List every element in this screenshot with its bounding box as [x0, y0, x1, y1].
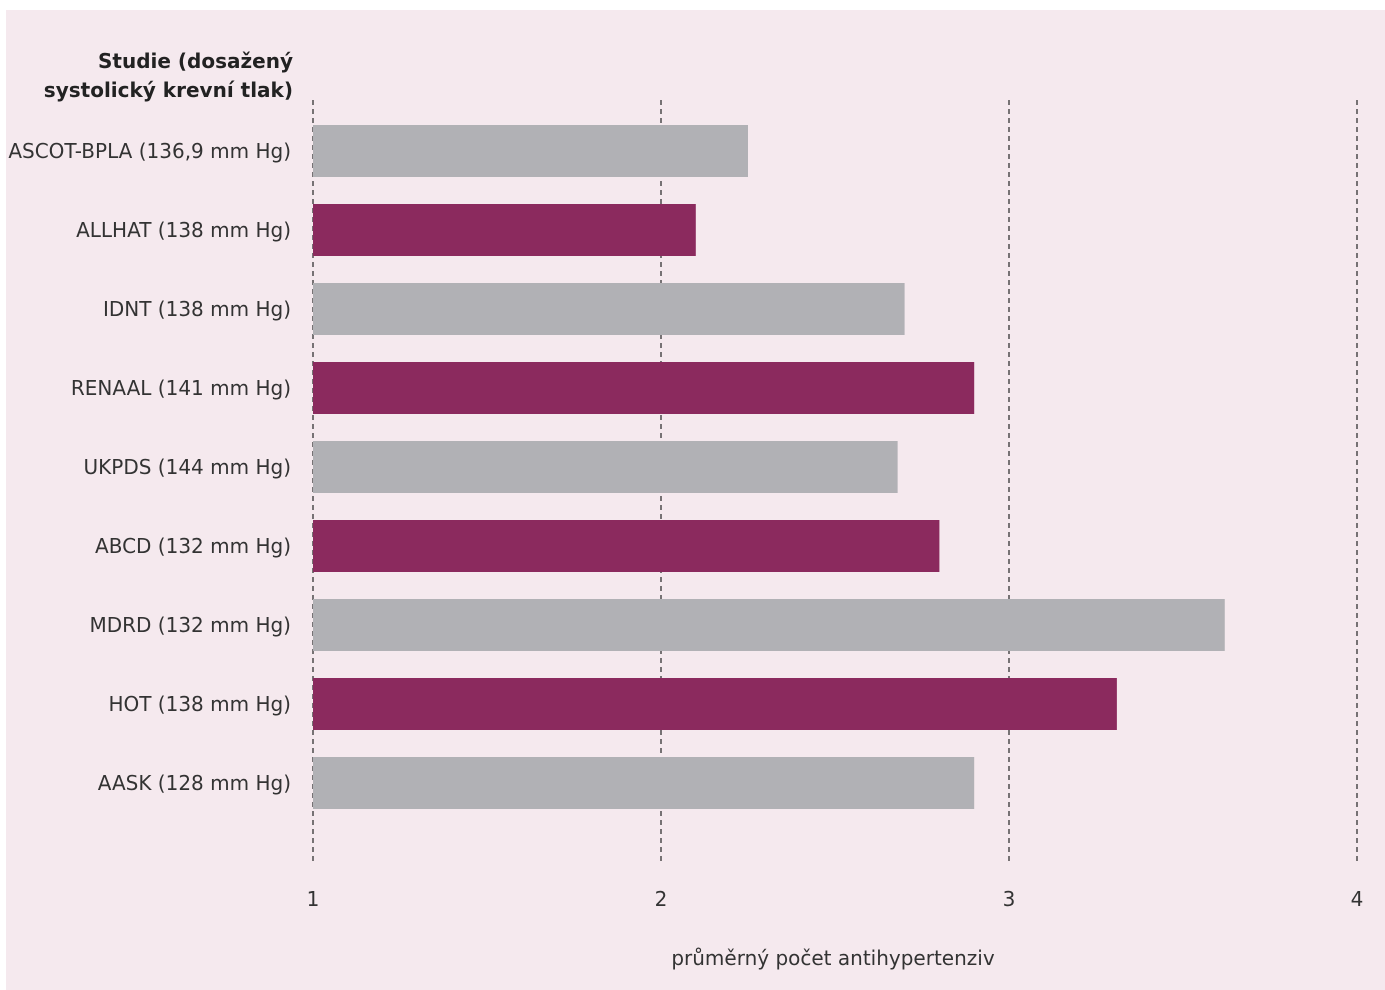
x-axis-title: průměrný počet antihypertenziv — [671, 946, 994, 970]
category-label-7: MDRD (132 mm Hg) — [89, 613, 291, 637]
bar-3 — [313, 283, 905, 335]
x-tick-label-2: 2 — [655, 887, 668, 911]
bars — [313, 125, 1225, 809]
category-label-2: ALLHAT (138 mm Hg) — [76, 218, 291, 242]
category-label-3: IDNT (138 mm Hg) — [103, 297, 291, 321]
category-label-8: HOT (138 mm Hg) — [108, 692, 291, 716]
bar-6 — [313, 520, 940, 572]
bar-4 — [313, 362, 975, 414]
bar-7 — [313, 599, 1225, 651]
category-label-5: UKPDS (144 mm Hg) — [84, 455, 291, 479]
bar-8 — [313, 678, 1117, 730]
bar-5 — [313, 441, 898, 493]
bar-2 — [313, 204, 696, 256]
x-tick-label-3: 3 — [1003, 887, 1016, 911]
header-line-1: Studie (dosažený — [98, 49, 293, 73]
bar-1 — [313, 125, 748, 177]
x-tick-label-1: 1 — [307, 887, 320, 911]
x-tick-label-4: 4 — [1351, 887, 1364, 911]
bar-9 — [313, 757, 975, 809]
category-label-4: RENAAL (141 mm Hg) — [71, 376, 291, 400]
category-label-1: ASCOT-BPLA (136,9 mm Hg) — [8, 139, 291, 163]
category-label-9: AASK (128 mm Hg) — [98, 771, 291, 795]
category-label-6: ABCD (132 mm Hg) — [95, 534, 291, 558]
category-labels: ASCOT-BPLA (136,9 mm Hg) ALLHAT (138 mm H… — [8, 139, 291, 795]
header-line-2: systolický krevní tlak) — [44, 78, 293, 102]
x-tick-labels: 1 2 3 4 — [307, 887, 1364, 911]
